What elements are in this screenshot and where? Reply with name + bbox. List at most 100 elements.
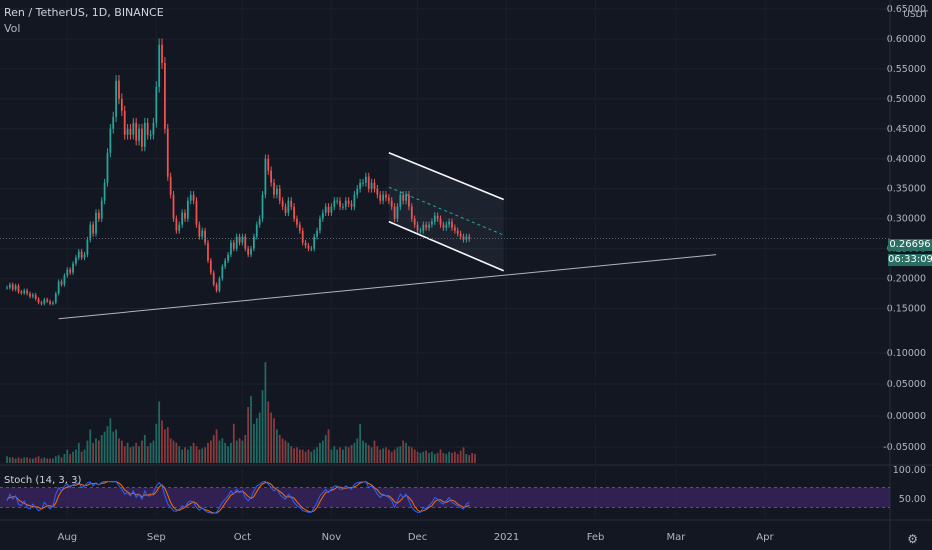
candle-body <box>192 194 195 201</box>
candle-body <box>396 206 399 219</box>
volume-bar <box>57 455 60 463</box>
candle-body <box>330 206 333 213</box>
candle-body <box>456 230 459 234</box>
volume-bar <box>468 455 471 463</box>
volume-bar <box>442 452 445 463</box>
candle-body <box>129 128 132 135</box>
candle-body <box>89 224 92 240</box>
candle-body <box>221 266 224 279</box>
volume-bar <box>215 429 218 463</box>
volume-bar <box>270 412 273 463</box>
candle-body <box>379 194 382 201</box>
volume-bar <box>135 442 138 463</box>
candle-body <box>462 236 465 240</box>
volume-bar <box>192 442 195 463</box>
candle-body <box>453 227 456 231</box>
candle-body <box>186 200 189 219</box>
candle-body <box>198 224 201 237</box>
candle-body <box>112 116 115 129</box>
candle-body <box>132 122 135 135</box>
volume-bar <box>241 440 244 463</box>
candle-body <box>106 152 109 183</box>
candle-body <box>189 194 192 201</box>
volume-bar <box>126 442 129 463</box>
channel-fill <box>388 152 504 271</box>
candle-body <box>57 281 60 294</box>
volume-bar <box>281 438 284 463</box>
volume-bar <box>465 454 468 463</box>
volume-bar <box>37 456 40 463</box>
candle-body <box>373 182 376 189</box>
price-tick-label: 0.50000 <box>887 94 926 105</box>
volume-bar <box>106 426 109 463</box>
price-tick-label: 0.55000 <box>887 64 926 75</box>
volume-bar <box>29 458 31 463</box>
candle-body <box>60 281 63 285</box>
candle-body <box>261 194 264 219</box>
candle-body <box>250 248 252 255</box>
volume-bar <box>364 442 367 463</box>
volume-bar <box>152 440 155 463</box>
candle-body <box>143 122 146 147</box>
stoch-label: Stoch (14, 3, 3) <box>4 475 82 486</box>
volume-label: Vol <box>4 22 21 35</box>
candle-body <box>72 263 74 273</box>
volume-bar <box>290 446 293 463</box>
candle-body <box>390 200 393 207</box>
candle-body <box>103 182 106 201</box>
volume-bar <box>327 429 330 463</box>
time-axis-label: Mar <box>666 532 686 543</box>
candle-body <box>126 128 129 135</box>
volume-bar <box>462 447 465 463</box>
volume-bar <box>367 445 370 463</box>
volume-bar <box>198 449 201 463</box>
volume-bar <box>14 458 17 463</box>
candle-body <box>75 257 77 264</box>
candle-body <box>287 200 290 213</box>
candle-body <box>255 224 258 237</box>
channel-midline <box>388 186 504 236</box>
candle-body <box>138 128 140 141</box>
candle-body <box>8 284 11 288</box>
volume-bar <box>166 427 169 463</box>
candle-body <box>40 302 43 304</box>
candle-body <box>175 218 178 231</box>
volume-bar <box>224 442 227 463</box>
candle-body <box>376 188 379 195</box>
trendline <box>58 254 717 320</box>
volume-bar <box>431 451 433 463</box>
candle-body <box>284 206 287 213</box>
candle-body <box>37 298 40 303</box>
volume-bar <box>284 440 287 463</box>
volume-bar <box>433 454 436 463</box>
gear-icon[interactable]: ⚙ <box>907 532 918 546</box>
volume-bar <box>112 431 115 463</box>
volume-bar <box>350 445 353 463</box>
volume-bar <box>143 435 146 463</box>
volume-bar <box>209 440 212 463</box>
candle-body <box>230 242 232 255</box>
volume-bar <box>307 449 310 463</box>
volume-bar <box>247 407 250 463</box>
candle-body <box>356 188 359 195</box>
volume-bar <box>273 418 275 463</box>
price-tick-label: 0.20000 <box>887 274 926 285</box>
volume-bar <box>456 454 459 463</box>
volume-bar <box>448 451 451 463</box>
volume-bar <box>23 457 26 463</box>
candle-body <box>431 221 433 225</box>
symbol-title: Ren / TetherUS, 1D, BINANCE <box>4 6 164 19</box>
time-axis-label: Apr <box>756 532 774 543</box>
candle-body <box>181 212 184 225</box>
candle-body <box>164 63 166 129</box>
volume-bar <box>344 446 347 463</box>
volume-bar <box>115 429 117 463</box>
volume-tick-label: 0.00000 <box>887 411 926 422</box>
volume-bar <box>221 438 224 463</box>
candle-body <box>385 194 387 198</box>
volume-bar <box>287 442 290 463</box>
candle-body <box>149 134 152 136</box>
candle-body <box>445 224 448 228</box>
price-tick-label: 0.35000 <box>887 184 926 195</box>
